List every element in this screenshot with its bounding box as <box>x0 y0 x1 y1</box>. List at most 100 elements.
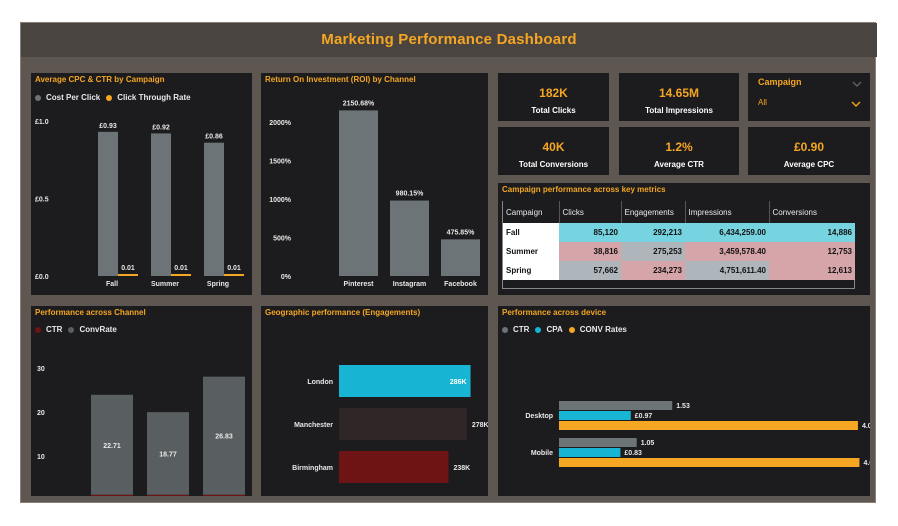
column-header[interactable]: Campaign <box>503 201 559 223</box>
legend-label: CTR <box>513 325 530 334</box>
metric-cell: 292,213 <box>621 223 685 242</box>
data-label: £0.86 <box>205 134 223 141</box>
bar-cpa <box>559 448 621 457</box>
column-header[interactable]: Engagements <box>620 201 685 223</box>
x-tick-label: Spring <box>207 281 229 288</box>
device-panel: Performance across device CTR CPA CONV R… <box>498 306 870 496</box>
kpi-value: 1.2% <box>665 140 693 154</box>
legend-swatch <box>568 326 575 333</box>
metric-cell: 275,253 <box>621 242 685 261</box>
cpc-ctr-panel: Average CPC & CTR by Campaign Cost Per C… <box>31 73 252 295</box>
campaign-slicer[interactable]: Campaign All <box>748 73 870 121</box>
roi-title: Return On Investment (ROI) by Channel <box>265 75 416 84</box>
y-tick-label: 500% <box>273 236 292 243</box>
bar-roi <box>339 110 378 276</box>
legend-swatch <box>502 326 508 333</box>
channel-performance-legend: CTR ConvRate <box>35 325 117 334</box>
data-label: £0.97 <box>635 413 653 420</box>
device-chart: Desktop1.53£0.974.04Mobile1.05£0.834.060… <box>525 401 870 467</box>
slicer-value[interactable]: All <box>758 98 767 107</box>
y-tick-label: Manchester <box>294 422 333 429</box>
cpc-ctr-chart: £0.0 £0.5 £1.0 £0.93 0.01 Fall £0.92 0.01 Summer… <box>35 119 244 288</box>
chevron-down-icon[interactable] <box>852 81 862 87</box>
campaign-table-title: Campaign performance across key metrics <box>502 185 666 194</box>
bar-engagements <box>339 365 471 397</box>
cpc-ctr-title: Average CPC & CTR by Campaign <box>35 75 165 84</box>
channel-performance-title: Performance across Channel <box>35 308 146 317</box>
data-label: 1.05 <box>641 440 655 447</box>
metric-cell: 12,613 <box>769 261 855 280</box>
table-row: Spring 57,662 234,273 4,751,611.40 12,613 <box>503 261 855 280</box>
bar-engagements <box>339 408 467 440</box>
bar-convrate <box>203 376 245 495</box>
kpi-average-ctr: 1.2% Average CTR <box>619 127 739 175</box>
table-header-row: Campaign Clicks Engagements Impressions … <box>503 201 855 223</box>
geographic-title: Geographic performance (Engagements) <box>265 308 421 317</box>
geographic-chart: London286KManchester278KBirmingham238K0K… <box>292 365 488 483</box>
slicer-label: Campaign <box>758 77 802 87</box>
table-row: Summer 38,816 275,253 3,459,578.40 12,753 <box>503 242 855 261</box>
data-label: 980.15% <box>396 191 424 198</box>
bar-ctr <box>203 494 245 496</box>
data-label: 238K <box>453 465 470 472</box>
y-tick-label: 20 <box>37 410 45 417</box>
metric-cell: 234,273 <box>621 261 685 280</box>
bar-roi <box>390 200 429 276</box>
data-label: 26.83 <box>215 434 233 441</box>
x-tick-label: Fall <box>106 281 118 288</box>
bar-convrate <box>147 412 189 495</box>
y-tick-label: 1500% <box>269 159 292 166</box>
bar-cpa <box>559 411 631 420</box>
bar-cpc <box>98 131 118 276</box>
bar-ctr <box>224 274 244 276</box>
y-tick-label: £1.0 <box>35 119 49 126</box>
bar-cpc <box>151 133 171 276</box>
device-title: Performance across device <box>502 308 607 317</box>
bar-engagements <box>339 451 449 483</box>
channel-performance-chart: 010203022.71Instagram18.77Facebook26.83P… <box>37 366 245 496</box>
campaign-name-cell: Fall <box>503 223 559 242</box>
roi-chart: 0% 500% 1000% 1500% 2000% 2150.68% Pinterest 98… <box>269 100 480 288</box>
data-label: 0.01 <box>121 265 135 272</box>
kpi-value: 40K <box>542 140 565 154</box>
campaign-name-cell: Spring <box>503 261 559 280</box>
data-label: 4.06 <box>863 460 870 467</box>
y-tick-label: 10 <box>37 454 45 461</box>
channel-performance-panel: Performance across Channel CTR ConvRate … <box>31 306 252 496</box>
chevron-down-icon[interactable] <box>851 101 861 107</box>
kpi-value: 182K <box>539 86 568 100</box>
x-tick-label: Facebook <box>444 281 477 288</box>
y-tick-label: 0% <box>281 274 292 281</box>
y-tick-label: £0.0 <box>35 274 49 281</box>
x-tick-label: Summer <box>151 281 179 288</box>
legend-swatch <box>35 326 41 333</box>
kpi-label: Average CTR <box>654 160 704 169</box>
campaign-name-cell: Summer <box>503 242 559 261</box>
legend-label: Click Through Rate <box>117 93 191 102</box>
column-header[interactable]: Conversions <box>768 201 855 223</box>
bar-conv-rates <box>559 458 860 467</box>
dashboard-title: Marketing Performance Dashboard <box>321 31 577 48</box>
data-label: £0.83 <box>624 450 642 457</box>
y-tick-label: Birmingham <box>292 465 333 472</box>
y-tick-label: London <box>307 379 333 386</box>
bar-ctr <box>559 401 673 410</box>
column-header[interactable]: Clicks <box>558 201 621 223</box>
x-tick-label: Pinterest <box>344 281 375 288</box>
data-label: 0.01 <box>174 265 188 272</box>
bar-ctr <box>559 438 637 447</box>
y-tick-label: Mobile <box>531 450 553 457</box>
legend-swatch <box>68 326 75 333</box>
kpi-label: Total Clicks <box>531 106 576 115</box>
kpi-total-conversions: 40K Total Conversions <box>498 127 609 175</box>
roi-panel: Return On Investment (ROI) by Channel 0%… <box>261 73 488 295</box>
y-tick-label: £0.5 <box>35 197 49 204</box>
metric-cell: 57,662 <box>559 261 621 280</box>
campaign-table-panel: Campaign performance across key metrics … <box>498 183 870 295</box>
column-header[interactable]: Impressions <box>684 201 769 223</box>
bar-conv-rates <box>559 421 858 430</box>
kpi-average-cpc: £0.90 Average CPC <box>748 127 870 175</box>
kpi-value: £0.90 <box>793 140 825 154</box>
kpi-total-clicks: 182K Total Clicks <box>498 73 609 121</box>
legend-label: CONV Rates <box>579 325 627 334</box>
